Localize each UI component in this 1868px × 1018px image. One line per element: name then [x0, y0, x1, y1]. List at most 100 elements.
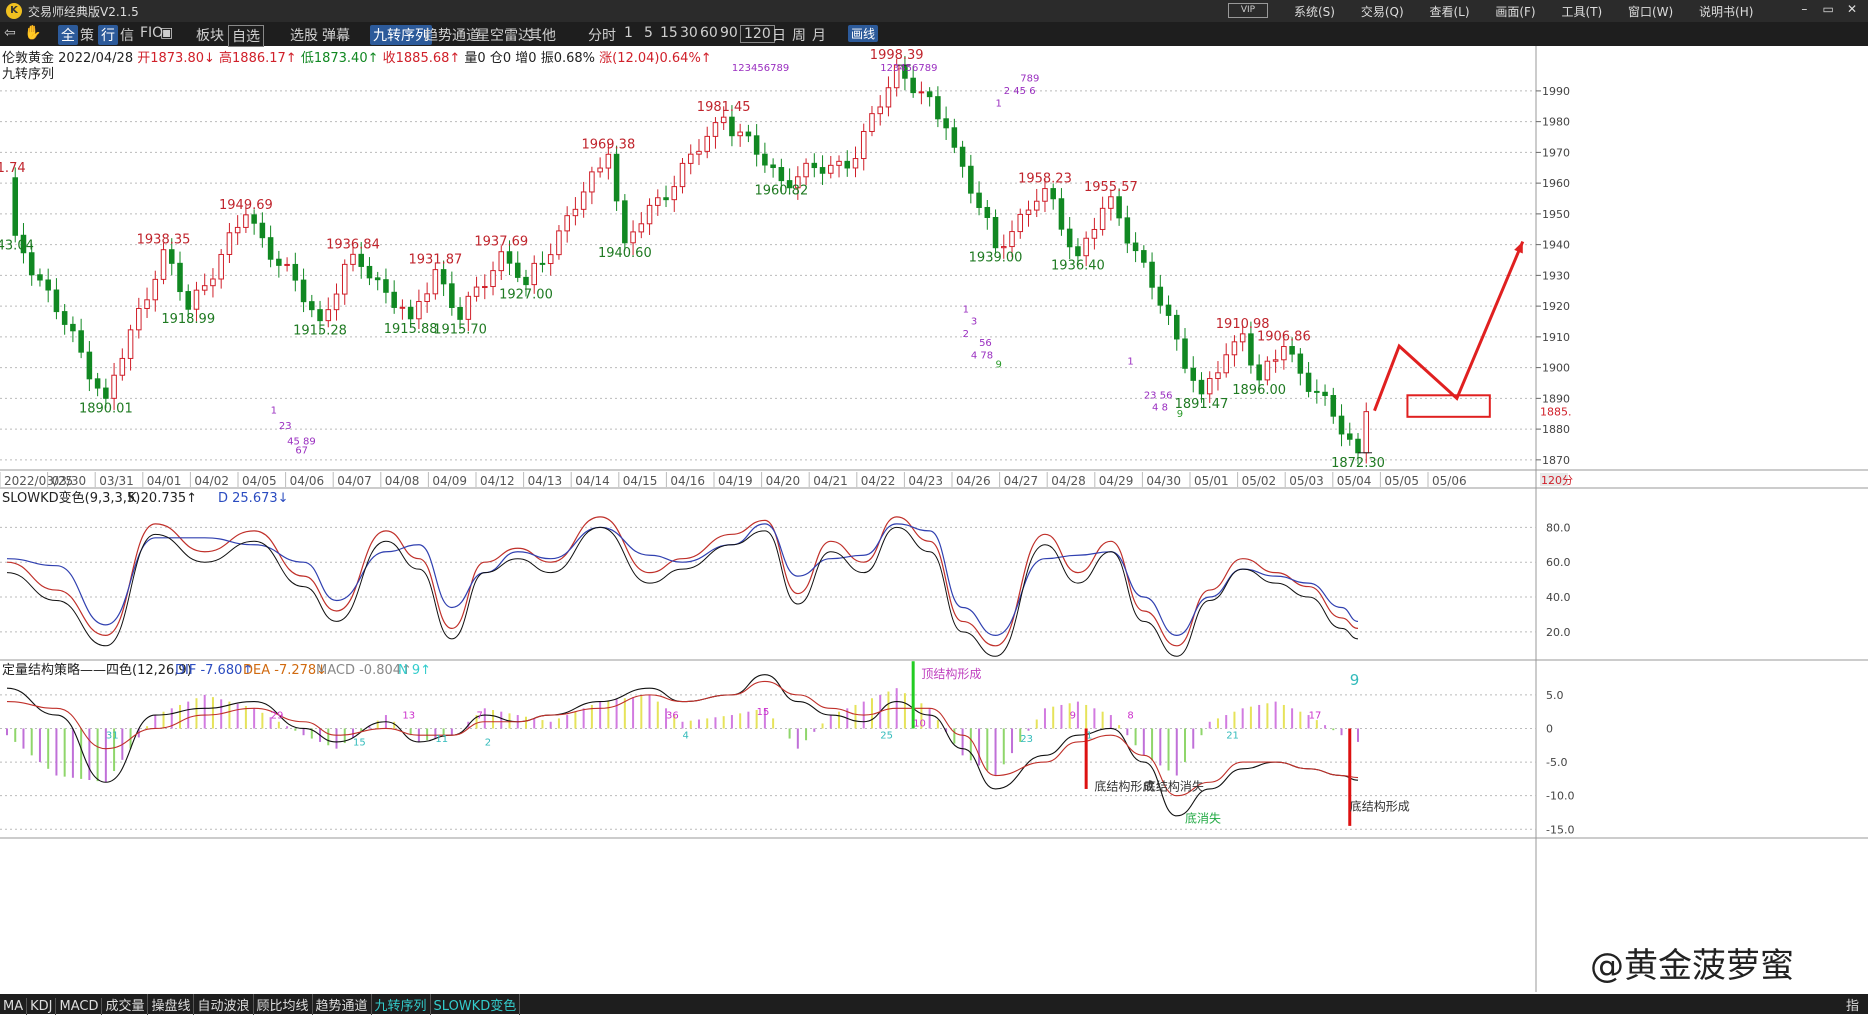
- tab-indicator-right[interactable]: 指: [1845, 999, 1859, 1014]
- menu-view[interactable]: 查看(L): [1429, 5, 1470, 19]
- tab-guppy[interactable]: 顾比均线: [254, 994, 313, 1015]
- close-icon[interactable]: ✕: [1846, 2, 1858, 16]
- menu-system[interactable]: 系统(S): [1294, 5, 1335, 19]
- period-badge-bg: [1540, 473, 1568, 486]
- date-tick-label: 03/30: [52, 474, 87, 488]
- btn-other[interactable]: 其他: [528, 28, 556, 44]
- chart-area[interactable]: 1990198019701960195019401930192019101900…: [0, 46, 1868, 992]
- candle-body: [12, 177, 19, 236]
- maximize-icon[interactable]: ▭: [1822, 2, 1834, 16]
- btn-stock-pick[interactable]: 选股: [290, 28, 318, 44]
- period-1[interactable]: 1: [624, 25, 633, 41]
- projection-path: [1373, 240, 1525, 412]
- period-week[interactable]: 周: [792, 28, 806, 44]
- candle-body: [638, 223, 645, 233]
- btn-barrage[interactable]: 弹幕: [322, 28, 350, 44]
- candle-body: [490, 270, 496, 288]
- tab-slowkd[interactable]: SLOWKD变色: [431, 994, 521, 1015]
- candle-body: [391, 291, 397, 308]
- tab-auto-wave[interactable]: 自动波浪: [194, 994, 254, 1015]
- btn-all[interactable]: 全: [58, 25, 78, 45]
- pivot-label: 1896.00: [1232, 383, 1286, 398]
- tab-nine-sequence[interactable]: 九转序列: [372, 994, 431, 1015]
- menu-trade[interactable]: 交易(Q): [1360, 5, 1404, 19]
- square-icon[interactable]: ▣: [160, 25, 174, 41]
- period-month[interactable]: 月: [812, 28, 826, 44]
- candle-body: [1206, 378, 1213, 395]
- period-30[interactable]: 30: [680, 25, 698, 41]
- macd-strategy-label: 定量结构策略——四色(12,26,9): [2, 662, 192, 678]
- tab-ma[interactable]: MA: [0, 998, 28, 1015]
- sequence-count-label: 2 45 6: [1004, 86, 1036, 97]
- btn-radar[interactable]: 星空雷达: [476, 28, 532, 44]
- quote-close: 收1885.68↑: [382, 51, 461, 66]
- menu-help[interactable]: 说明书(H): [1699, 5, 1754, 19]
- hand-icon[interactable]: ✋: [24, 25, 42, 41]
- candle-body: [671, 186, 678, 201]
- candle-body: [687, 153, 694, 164]
- date-tick-label: 05/02: [1242, 474, 1277, 488]
- period-5[interactable]: 5: [644, 25, 653, 41]
- vip-badge[interactable]: VIP: [1228, 3, 1268, 18]
- candle-body: [696, 150, 702, 155]
- candle-body: [234, 226, 241, 234]
- candle-body: [432, 269, 439, 295]
- indicator-name: 九转序列: [2, 67, 55, 82]
- date-tick-label: 04/08: [385, 474, 420, 488]
- period-90[interactable]: 90: [720, 25, 738, 41]
- candle-body: [819, 167, 826, 174]
- candle-body: [539, 262, 546, 265]
- candle-body: [28, 252, 35, 276]
- candle-body: [1017, 213, 1024, 233]
- minimize-icon[interactable]: –: [1801, 2, 1808, 16]
- kd-tick-label: 40.0: [1546, 591, 1571, 604]
- candle-body: [844, 160, 851, 169]
- price-tick-label: 1920: [1542, 300, 1570, 313]
- app-title: 交易师经典版V2.1.5: [28, 5, 139, 19]
- tab-macd[interactable]: MACD: [56, 998, 103, 1015]
- candle-body: [1132, 242, 1139, 252]
- slowkd-label: SLOWKD变色(9,3,3,5): [2, 490, 140, 506]
- btn-watchlist[interactable]: 自选: [228, 25, 264, 47]
- tab-volume[interactable]: 成交量: [102, 994, 149, 1015]
- pivot-label: 43.04: [0, 238, 34, 253]
- menu-screen[interactable]: 画面(F): [1495, 5, 1536, 19]
- candle-body: [523, 276, 529, 286]
- back-icon[interactable]: ⇦: [4, 25, 16, 41]
- kd-dark-line: [6, 526, 1359, 657]
- period-60[interactable]: 60: [700, 25, 718, 41]
- candle-body: [424, 293, 430, 302]
- candle-body: [1239, 333, 1246, 343]
- candle-body: [243, 214, 249, 228]
- candle-body: [622, 200, 628, 244]
- btn-info[interactable]: 信: [120, 28, 134, 44]
- period-15[interactable]: 15: [660, 25, 678, 41]
- menu-window[interactable]: 窗口(W): [1627, 5, 1674, 19]
- date-tick-label: 04/19: [718, 474, 753, 488]
- tab-trend-channel[interactable]: 趋势通道: [313, 994, 372, 1015]
- candle-body: [836, 160, 842, 166]
- tab-trade-line[interactable]: 操盘线: [148, 994, 195, 1015]
- period-120[interactable]: 120: [740, 25, 775, 43]
- period-day[interactable]: 日: [772, 28, 786, 44]
- period-tick[interactable]: 分时: [588, 28, 616, 44]
- candle-body: [531, 262, 537, 286]
- draw-line-button[interactable]: 画线: [848, 25, 879, 42]
- candle-body: [1066, 228, 1073, 248]
- btn-trend[interactable]: 趋势通道: [424, 28, 480, 44]
- btn-fio[interactable]: FIO: [140, 25, 164, 41]
- btn-quote[interactable]: 行: [98, 25, 118, 45]
- date-tick-label: 05/05: [1384, 474, 1419, 488]
- btn-strategy[interactable]: 策: [80, 28, 94, 44]
- btn-sector[interactable]: 板块: [196, 28, 224, 44]
- date-tick-label: 04/15: [623, 474, 658, 488]
- tab-kdj[interactable]: KDJ: [27, 998, 57, 1015]
- candle-body: [473, 286, 480, 297]
- candle-body: [1083, 237, 1089, 257]
- menu-tools[interactable]: 工具(T): [1561, 5, 1603, 19]
- pivot-label: 1915.70: [433, 322, 487, 337]
- candle-body: [127, 329, 134, 359]
- btn-nine-seq[interactable]: 九转序列: [370, 25, 432, 45]
- candle-body: [1305, 372, 1312, 392]
- price-tick-label: 1900: [1542, 362, 1570, 375]
